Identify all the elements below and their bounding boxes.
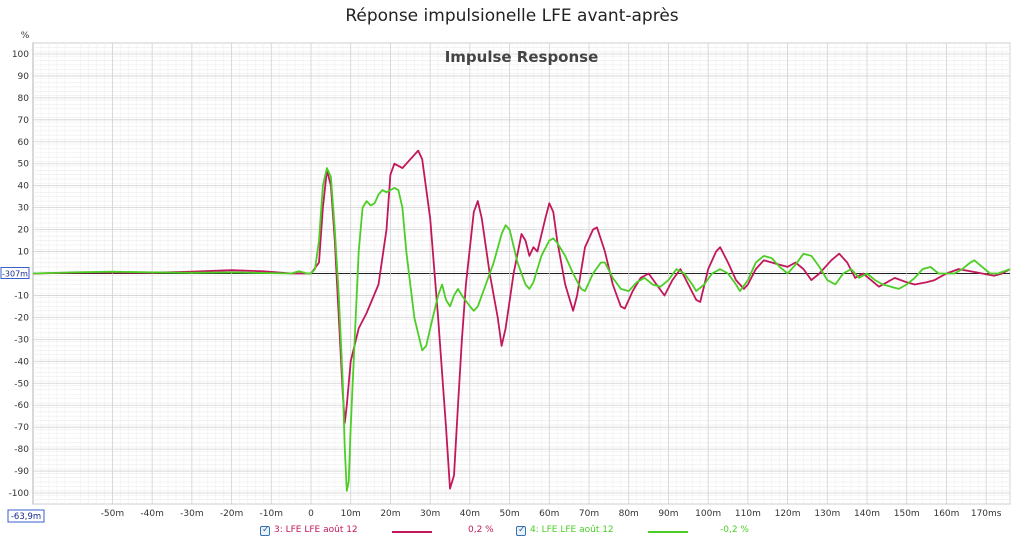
y-tick-label: -60: [14, 401, 29, 411]
y-tick-label: 70: [18, 116, 30, 126]
window-title: Réponse impulsionelle LFE avant-après: [345, 6, 679, 26]
y-tick-label: 60: [18, 138, 30, 148]
x-tick-label: -30m: [180, 509, 203, 519]
x-tick-label: 100m: [695, 509, 721, 519]
y-tick-label: -50: [14, 379, 29, 389]
y-tick-label: 30: [18, 204, 30, 214]
x-tick-label: 130m: [814, 509, 840, 519]
x-min-box: [7, 509, 45, 523]
x-tick-label: 160m: [933, 509, 959, 519]
y-cursor-label: -307m: [2, 270, 28, 279]
chart-title: Impulse Response: [445, 48, 599, 66]
legend-series-1-swatch: [392, 531, 432, 533]
x-tick-label: 110m: [735, 509, 761, 519]
x-tick-label: -40m: [140, 509, 163, 519]
y-tick-label: 10: [18, 248, 30, 258]
x-tick-label: 140m: [854, 509, 880, 519]
y-tick-label: 100: [12, 50, 29, 60]
legend-series-2-swatch: [648, 531, 688, 533]
legend-series-1-label: 3: LFE LFE août 12: [274, 525, 358, 535]
y-tick-label: 90: [18, 72, 30, 82]
x-tick-label: 10m: [341, 509, 361, 519]
x-tick-label: 90m: [658, 509, 678, 519]
series-1-checkbox[interactable]: [260, 524, 270, 536]
y-tick-label: -20: [14, 313, 29, 323]
series-line-2: [32, 167, 1011, 492]
x-tick-label: -50m: [101, 509, 124, 519]
x-tick-label: 80m: [619, 509, 639, 519]
y-tick-label: -10: [14, 291, 29, 301]
y-tick-label: 40: [18, 182, 30, 192]
x-tick-label: 0: [308, 509, 314, 519]
legend-series-1-value: 0,2 %: [468, 525, 494, 535]
y-tick-label: 50: [18, 160, 30, 170]
y-tick-label: 80: [18, 94, 30, 104]
legend-series-2-label: 4: LFE LFE août 12: [530, 525, 614, 535]
x-tick-label: -10m: [260, 509, 283, 519]
x-tick-label: -20m: [220, 509, 243, 519]
y-tick-label: -80: [14, 445, 29, 455]
x-tick-label: 30m: [420, 509, 440, 519]
x-min-label: -63,9m: [11, 512, 41, 522]
y-cursor-box: [0, 267, 30, 279]
y-tick-label: -100: [9, 489, 30, 499]
x-tick-label: 170ms: [971, 509, 1002, 519]
y-axis-unit: %: [21, 31, 30, 41]
series-line-1: [32, 149, 1011, 490]
x-tick-label: 50m: [499, 509, 519, 519]
y-tick-label: -90: [14, 467, 29, 477]
y-tick-label: -40: [14, 357, 29, 367]
y-tick-label: -70: [14, 423, 29, 433]
x-tick-label: 40m: [460, 509, 480, 519]
y-tick-label: 20: [18, 226, 30, 236]
x-tick-label: 120m: [775, 509, 801, 519]
x-tick-label: 20m: [380, 509, 400, 519]
x-tick-label: 70m: [579, 509, 599, 519]
y-tick-label: -30: [14, 335, 29, 345]
x-tick-label: 60m: [539, 509, 559, 519]
x-tick-label: 150m: [894, 509, 920, 519]
legend-series-2-value: -0,2 %: [720, 525, 749, 535]
series-2-checkbox[interactable]: [516, 524, 526, 536]
